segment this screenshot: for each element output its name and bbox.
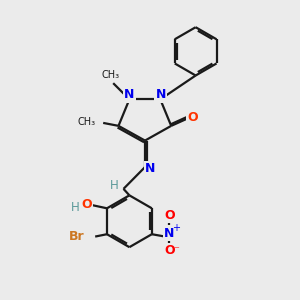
Text: ⁻: ⁻ xyxy=(173,246,179,256)
Text: H: H xyxy=(71,201,80,214)
Text: O: O xyxy=(164,244,175,257)
Text: +: + xyxy=(172,223,180,233)
Text: O: O xyxy=(164,208,175,222)
Text: H: H xyxy=(110,179,119,192)
Text: O: O xyxy=(82,198,92,211)
Text: CH₃: CH₃ xyxy=(78,117,96,127)
Text: N: N xyxy=(124,88,134,101)
Text: O: O xyxy=(188,110,198,124)
Text: N: N xyxy=(164,226,175,239)
Text: CH₃: CH₃ xyxy=(102,70,120,80)
Text: N: N xyxy=(155,88,166,101)
Text: Br: Br xyxy=(69,230,84,243)
Text: N: N xyxy=(145,162,155,175)
